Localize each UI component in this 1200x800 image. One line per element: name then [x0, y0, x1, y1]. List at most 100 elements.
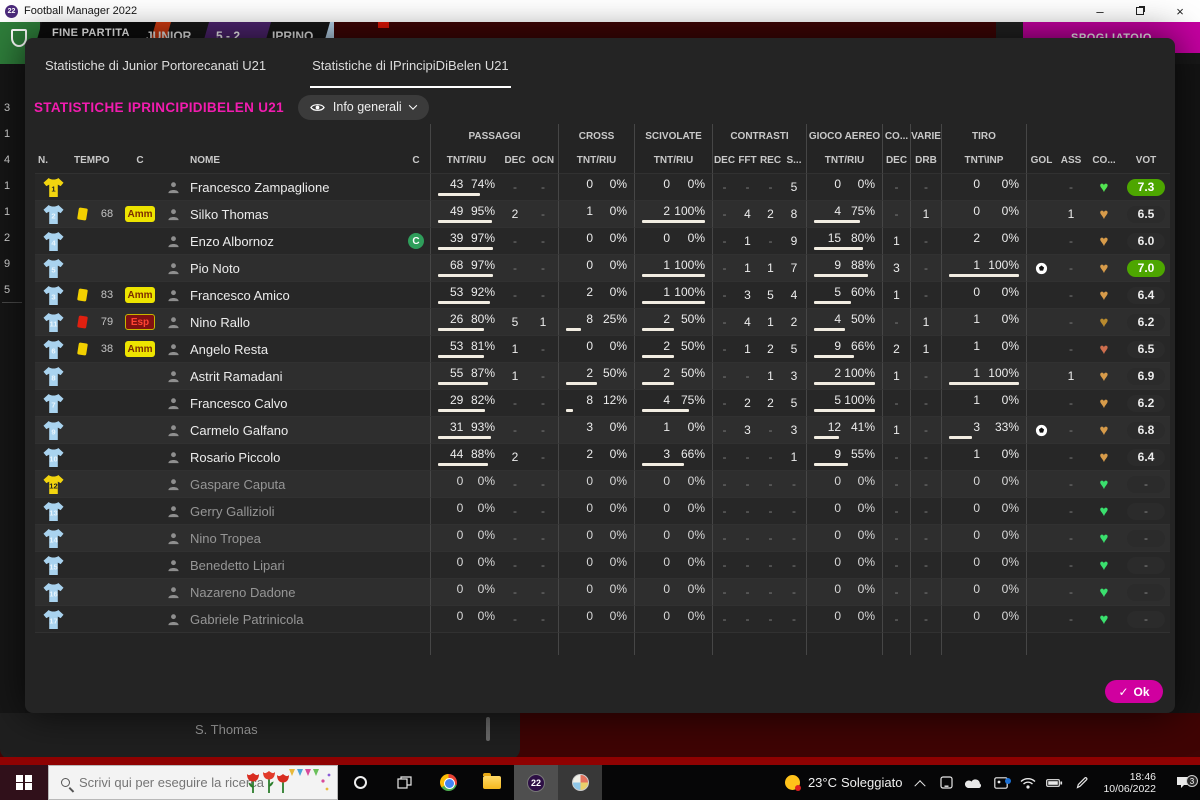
taskbar-clock[interactable]: 18:46 10/06/2022 [1103, 771, 1156, 795]
player-row-stat-passaggi-dec[interactable]: - [502, 255, 528, 282]
restore-icon[interactable] [1120, 0, 1160, 22]
start-button[interactable] [0, 765, 48, 800]
player-row-captain-cell[interactable] [402, 336, 430, 363]
player-row-captain-cell[interactable] [402, 255, 430, 282]
player-row-stat-tiro-tnt-inp[interactable]: 0 0% [941, 201, 1026, 228]
player-row-stat-passaggi-tnt-riu[interactable]: 31 93% [430, 417, 502, 444]
player-row-stat-tiro-tnt-inp[interactable]: 0 0% [941, 174, 1026, 201]
player-row-stat-tiro-tnt-inp[interactable]: 0 0% [941, 579, 1026, 606]
player-row-player-shirt[interactable]: 13 [35, 498, 71, 525]
player-row-stat-ass[interactable]: 1 [1056, 363, 1086, 390]
player-row-stat-varie-drb[interactable]: - [910, 552, 941, 579]
player-row-card-cell[interactable] [71, 471, 93, 498]
player-row-avatar-cell[interactable] [159, 309, 187, 336]
player-row-stat-vot[interactable]: 6.5 [1122, 336, 1170, 363]
player-row-stat-contrasti-s[interactable]: - [782, 471, 806, 498]
player-row-player-name[interactable]: Nazareno Dadone [187, 579, 402, 606]
player-row-card-minute[interactable] [93, 606, 121, 633]
player-row-stat-contrasti-fft[interactable]: - [736, 579, 759, 606]
player-row-stat-contrasti-dec[interactable]: - [712, 390, 736, 417]
player-row-player-shirt[interactable]: 16 [35, 579, 71, 606]
player-row-stat-cross-tnt-riu[interactable]: 2 0% [558, 444, 634, 471]
player-row-stat-passaggi-dec[interactable]: - [502, 579, 528, 606]
player-row-stat-scivolate-tnt-riu[interactable]: 1 0% [634, 417, 712, 444]
player-row-condition-cell[interactable]: ♥ [1086, 525, 1122, 552]
player-row-stat-vot[interactable]: 7.0 [1122, 255, 1170, 282]
player-row-stat-scivolate-tnt-riu[interactable]: 2 50% [634, 363, 712, 390]
cortana-button[interactable] [338, 765, 382, 800]
player-row-stat-vot[interactable]: - [1122, 471, 1170, 498]
player-row-player-name[interactable]: Nino Tropea [187, 525, 402, 552]
player-row-player-name[interactable]: Angelo Resta [187, 336, 402, 363]
player-row-stat-gol[interactable] [1026, 471, 1056, 498]
player-row-stat-co-dec[interactable]: - [882, 471, 910, 498]
player-row-stat-vot[interactable]: - [1122, 606, 1170, 633]
player-row-stat-vot[interactable]: 7.3 [1122, 174, 1170, 201]
player-row-avatar-cell[interactable] [159, 282, 187, 309]
player-row-stat-vot[interactable]: 6.5 [1122, 201, 1170, 228]
player-row-card-cell[interactable] [71, 255, 93, 282]
player-row-stat-ass[interactable]: - [1056, 471, 1086, 498]
player-row-stat-tiro-tnt-inp[interactable]: 1 0% [941, 390, 1026, 417]
player-row-player-shirt[interactable]: 2 [35, 201, 71, 228]
player-row-stat-co-dec[interactable]: - [882, 606, 910, 633]
player-row-condition-cell[interactable]: ♥ [1086, 390, 1122, 417]
player-row-card-minute[interactable] [93, 498, 121, 525]
player-row-discipline-cell[interactable] [121, 390, 159, 417]
player-row-stat-passaggi-tnt-riu[interactable]: 43 74% [430, 174, 502, 201]
player-row-stat-gioco-aereo-tnt-riu[interactable]: 4 50% [806, 309, 882, 336]
player-row-stat-passaggi-ocn[interactable]: 1 [528, 309, 558, 336]
player-row-stat-passaggi-dec[interactable]: 2 [502, 444, 528, 471]
player-row-stat-passaggi-dec[interactable]: - [502, 417, 528, 444]
player-row-stat-ass[interactable]: - [1056, 255, 1086, 282]
player-row-stat-gioco-aereo-tnt-riu[interactable]: 0 0% [806, 498, 882, 525]
player-row-stat-contrasti-dec[interactable]: - [712, 444, 736, 471]
player-row-card-minute[interactable] [93, 174, 121, 201]
player-row-card-cell[interactable] [71, 525, 93, 552]
player-row-stat-cross-tnt-riu[interactable]: 8 25% [558, 309, 634, 336]
player-row-card-minute[interactable] [93, 363, 121, 390]
player-row-stat-contrasti-dec[interactable]: - [712, 552, 736, 579]
player-row-player-shirt[interactable]: 8 [35, 363, 71, 390]
player-row-stat-gol[interactable] [1026, 444, 1056, 471]
player-row-stat-contrasti-rec[interactable]: 2 [759, 201, 782, 228]
player-row-avatar-cell[interactable] [159, 336, 187, 363]
player-row-stat-cross-tnt-riu[interactable]: 0 0% [558, 579, 634, 606]
player-row-stat-varie-drb[interactable]: 1 [910, 336, 941, 363]
player-row-discipline-cell[interactable] [121, 471, 159, 498]
player-row-stat-scivolate-tnt-riu[interactable]: 0 0% [634, 471, 712, 498]
tab-home-team-stats[interactable]: Statistiche di Junior Portorecanati U21 [45, 58, 267, 73]
weather-temp[interactable]: 23°C [807, 775, 837, 790]
player-row-card-minute[interactable]: 79 [93, 309, 121, 336]
player-row-stat-contrasti-fft[interactable]: 1 [736, 228, 759, 255]
player-row-stat-contrasti-s[interactable]: 3 [782, 417, 806, 444]
player-row-stat-gol[interactable] [1026, 282, 1056, 309]
player-row-stat-gioco-aereo-tnt-riu[interactable]: 0 0% [806, 471, 882, 498]
player-row-card-minute[interactable]: 38 [93, 336, 121, 363]
player-row-stat-contrasti-s[interactable]: - [782, 606, 806, 633]
player-row-stat-tiro-tnt-inp[interactable]: 1 100% [941, 363, 1026, 390]
player-row-captain-cell[interactable] [402, 363, 430, 390]
player-row-stat-passaggi-ocn[interactable]: - [528, 174, 558, 201]
player-row-avatar-cell[interactable] [159, 417, 187, 444]
player-row-card-minute[interactable] [93, 579, 121, 606]
player-row-stat-vot[interactable]: - [1122, 525, 1170, 552]
player-row-stat-varie-drb[interactable]: - [910, 282, 941, 309]
player-row-card-cell[interactable] [71, 336, 93, 363]
player-row-stat-tiro-tnt-inp[interactable]: 0 0% [941, 471, 1026, 498]
player-row-avatar-cell[interactable] [159, 579, 187, 606]
player-row-stat-gioco-aereo-tnt-riu[interactable]: 2 100% [806, 363, 882, 390]
player-row-stat-gioco-aereo-tnt-riu[interactable]: 12 41% [806, 417, 882, 444]
player-row-discipline-cell[interactable] [121, 363, 159, 390]
player-row-card-cell[interactable] [71, 579, 93, 606]
player-row-stat-ass[interactable]: - [1056, 417, 1086, 444]
player-row-stat-passaggi-ocn[interactable]: - [528, 201, 558, 228]
player-row-stat-varie-drb[interactable]: - [910, 228, 941, 255]
player-row-captain-cell[interactable] [402, 471, 430, 498]
player-row-stat-passaggi-tnt-riu[interactable]: 0 0% [430, 498, 502, 525]
search-input[interactable] [79, 775, 264, 790]
player-row-player-name[interactable]: Pio Noto [187, 255, 402, 282]
player-row-stat-gioco-aereo-tnt-riu[interactable]: 0 0% [806, 174, 882, 201]
player-row-condition-cell[interactable]: ♥ [1086, 309, 1122, 336]
player-row-captain-cell[interactable] [402, 606, 430, 633]
